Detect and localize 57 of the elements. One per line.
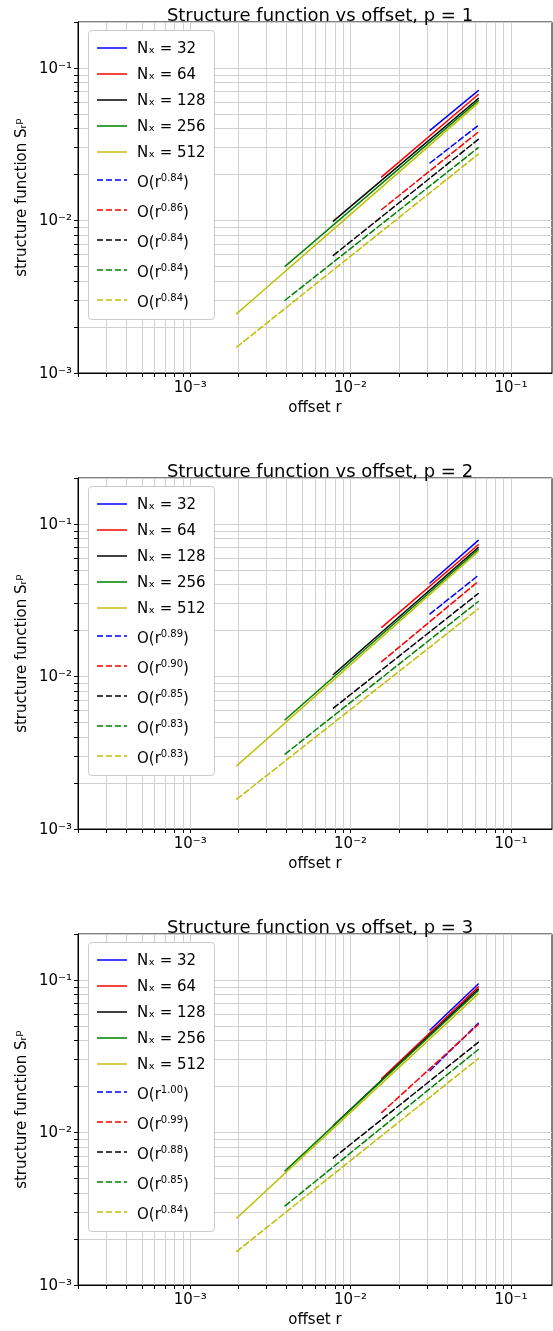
legend-label: O(r$^{0.89}$) <box>137 627 189 649</box>
legend-label: O(r$^{0.84}$) <box>137 1203 189 1225</box>
legend-label: Nₓ = 512 <box>137 598 206 619</box>
legend-label: Nₓ = 256 <box>137 572 206 593</box>
legend-label: Nₓ = 128 <box>137 546 206 567</box>
x-tick-label: 10⁻² <box>334 833 368 852</box>
x-tick-label: 10⁻² <box>334 377 368 396</box>
y-tick-label: 10⁻³ <box>38 820 72 838</box>
y-axis-title: structure function Sᵣᵖ <box>11 118 30 277</box>
legend-label: Nₓ = 256 <box>137 116 206 137</box>
x-tick-label: 10⁻³ <box>173 377 207 396</box>
legend-label: O(r$^{0.84}$) <box>137 291 189 313</box>
legend-label: O(r$^{0.90}$) <box>137 657 189 679</box>
chart-title: Structure function vs offset, p = 3 <box>166 915 474 937</box>
y-tick-label: 10⁻¹ <box>38 514 72 533</box>
legend-label: Nₓ = 512 <box>137 1054 206 1075</box>
x-axis-title: offset r <box>288 1309 343 1328</box>
legend-label: O(r$^{0.88}$) <box>137 1143 189 1165</box>
x-tick-label: 10⁻³ <box>173 833 207 852</box>
legend-label: Nₓ = 32 <box>137 950 197 971</box>
y-tick-label: 10⁻¹ <box>38 970 72 989</box>
y-tick-label: 10⁻² <box>38 667 72 686</box>
y-tick-label: 10⁻² <box>38 211 72 230</box>
legend-label: Nₓ = 64 <box>137 976 197 997</box>
chart-title: Structure function vs offset, p = 2 <box>166 459 474 481</box>
legend-label: Nₓ = 32 <box>137 494 197 515</box>
y-tick-label: 10⁻¹ <box>38 58 72 77</box>
legend-label: Nₓ = 64 <box>137 64 197 85</box>
legend-label: O(r$^{0.84}$) <box>137 171 189 193</box>
x-axis-title: offset r <box>288 397 343 416</box>
y-axis-title: structure function Sᵣᵖ <box>11 574 30 733</box>
legend-label: O(r$^{0.83}$) <box>137 717 189 739</box>
legend-label: Nₓ = 512 <box>137 142 206 163</box>
legend-label: O(r$^{0.84}$) <box>137 231 189 253</box>
x-tick-label: 10⁻³ <box>173 1289 207 1308</box>
legend-label: Nₓ = 256 <box>137 1028 206 1049</box>
legend-label: O(r$^{0.85}$) <box>137 687 189 709</box>
legend-label: Nₓ = 64 <box>137 520 197 541</box>
legend-label: O(r$^{0.84}$) <box>137 261 189 283</box>
x-tick-label: 10⁻¹ <box>494 833 528 852</box>
legend-label: O(r$^{1.00}$) <box>137 1083 189 1105</box>
legend-label: O(r$^{0.86}$) <box>137 201 189 223</box>
legend-label: O(r$^{0.99}$) <box>137 1113 189 1135</box>
y-tick-label: 10⁻³ <box>38 364 72 382</box>
chart-title: Structure function vs offset, p = 1 <box>166 3 474 25</box>
y-axis-title: structure function Sᵣᵖ <box>11 1030 30 1189</box>
x-axis-title: offset r <box>288 853 343 872</box>
legend-label: O(r$^{0.85}$) <box>137 1173 189 1195</box>
y-tick-label: 10⁻² <box>38 1123 72 1142</box>
x-tick-label: 10⁻¹ <box>494 377 528 396</box>
x-tick-label: 10⁻¹ <box>494 1289 528 1308</box>
legend-label: Nₓ = 128 <box>137 90 206 111</box>
y-tick-label: 10⁻³ <box>38 1276 72 1294</box>
x-tick-label: 10⁻² <box>334 1289 368 1308</box>
legend-label: Nₓ = 32 <box>137 38 197 59</box>
legend-label: O(r$^{0.83}$) <box>137 747 189 769</box>
legend-label: Nₓ = 128 <box>137 1002 206 1023</box>
